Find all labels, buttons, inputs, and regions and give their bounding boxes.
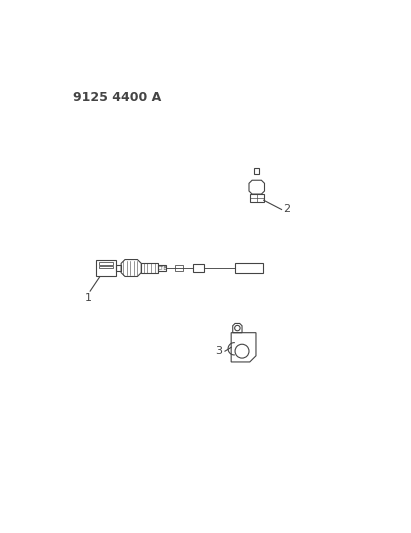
Bar <box>254 168 259 174</box>
Bar <box>99 265 113 268</box>
Bar <box>175 265 183 271</box>
Bar <box>235 263 263 273</box>
Bar <box>193 264 204 272</box>
Bar <box>96 260 116 276</box>
Text: 2: 2 <box>283 205 290 214</box>
Text: 9125 4400 A: 9125 4400 A <box>73 91 162 104</box>
Text: CTB: CTB <box>157 265 167 271</box>
Bar <box>99 262 113 265</box>
Text: 3: 3 <box>216 346 223 356</box>
Bar <box>158 265 166 271</box>
Text: 1: 1 <box>85 294 92 303</box>
Bar <box>116 265 121 271</box>
Bar <box>250 194 264 202</box>
Bar <box>141 263 158 273</box>
